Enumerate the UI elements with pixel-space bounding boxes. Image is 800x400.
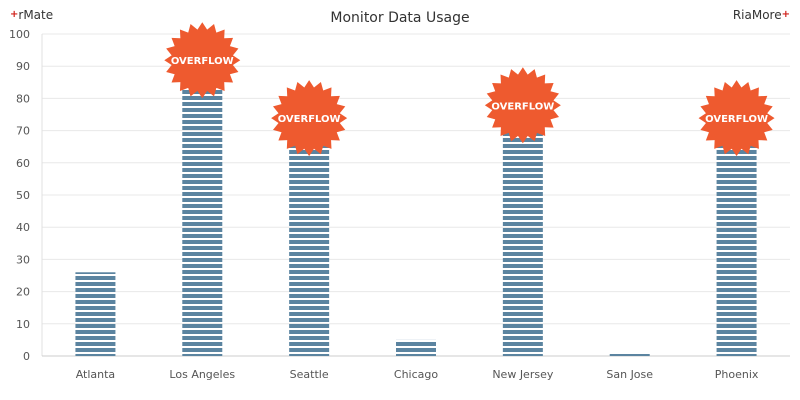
bar <box>609 352 650 356</box>
overflow-badge: OVERFLOW <box>698 80 775 157</box>
bar <box>396 339 436 356</box>
bar <box>289 124 330 356</box>
y-tick-label: 0 <box>23 350 30 363</box>
overflow-badge: OVERFLOW <box>164 22 241 99</box>
chart-title: Monitor Data Usage <box>330 10 470 26</box>
y-tick-label: 80 <box>16 92 30 105</box>
y-tick-label: 70 <box>16 125 30 138</box>
x-tick-label: Los Angeles <box>169 368 235 381</box>
y-tick-label: 20 <box>16 286 30 299</box>
overflow-label: OVERFLOW <box>278 114 341 125</box>
riamore-logo: RiaMore + <box>733 8 790 22</box>
x-tick-label: Phoenix <box>715 368 759 381</box>
y-tick-label: 50 <box>16 189 30 202</box>
logo-mark-icon: + <box>10 9 19 20</box>
x-tick-label: New Jersey <box>492 368 554 381</box>
y-tick-label: 60 <box>16 157 30 170</box>
logo-mark-icon: + <box>781 9 790 20</box>
bar <box>716 124 757 356</box>
overflow-label: OVERFLOW <box>491 101 554 112</box>
overflow-starburst-icon <box>164 22 241 99</box>
bar <box>502 111 543 356</box>
y-tick-label: 100 <box>9 28 30 41</box>
overflow-starburst-icon <box>271 80 348 157</box>
y-tick-label: 10 <box>16 318 30 331</box>
x-tick-label: San Jose <box>606 368 653 381</box>
overflow-badge: OVERFLOW <box>271 80 348 157</box>
y-tick-label: 90 <box>16 60 30 73</box>
x-tick-label: Chicago <box>394 368 438 381</box>
x-tick-label: Atlanta <box>76 368 115 381</box>
bar <box>75 272 116 356</box>
overflow-starburst-icon <box>698 80 775 157</box>
rmate-logo-text: rMate <box>18 8 54 22</box>
overflow-label: OVERFLOW <box>171 56 234 67</box>
y-tick-label: 40 <box>16 221 30 234</box>
overflow-starburst-icon <box>484 67 561 144</box>
riamore-logo-text: RiaMore <box>732 8 782 22</box>
bar <box>182 66 223 356</box>
rmate-logo: + rMate <box>10 8 53 22</box>
overflow-label: OVERFLOW <box>705 114 768 125</box>
y-tick-label: 30 <box>16 253 30 266</box>
overflow-badge: OVERFLOW <box>484 67 561 144</box>
x-tick-label: Seattle <box>290 368 329 381</box>
